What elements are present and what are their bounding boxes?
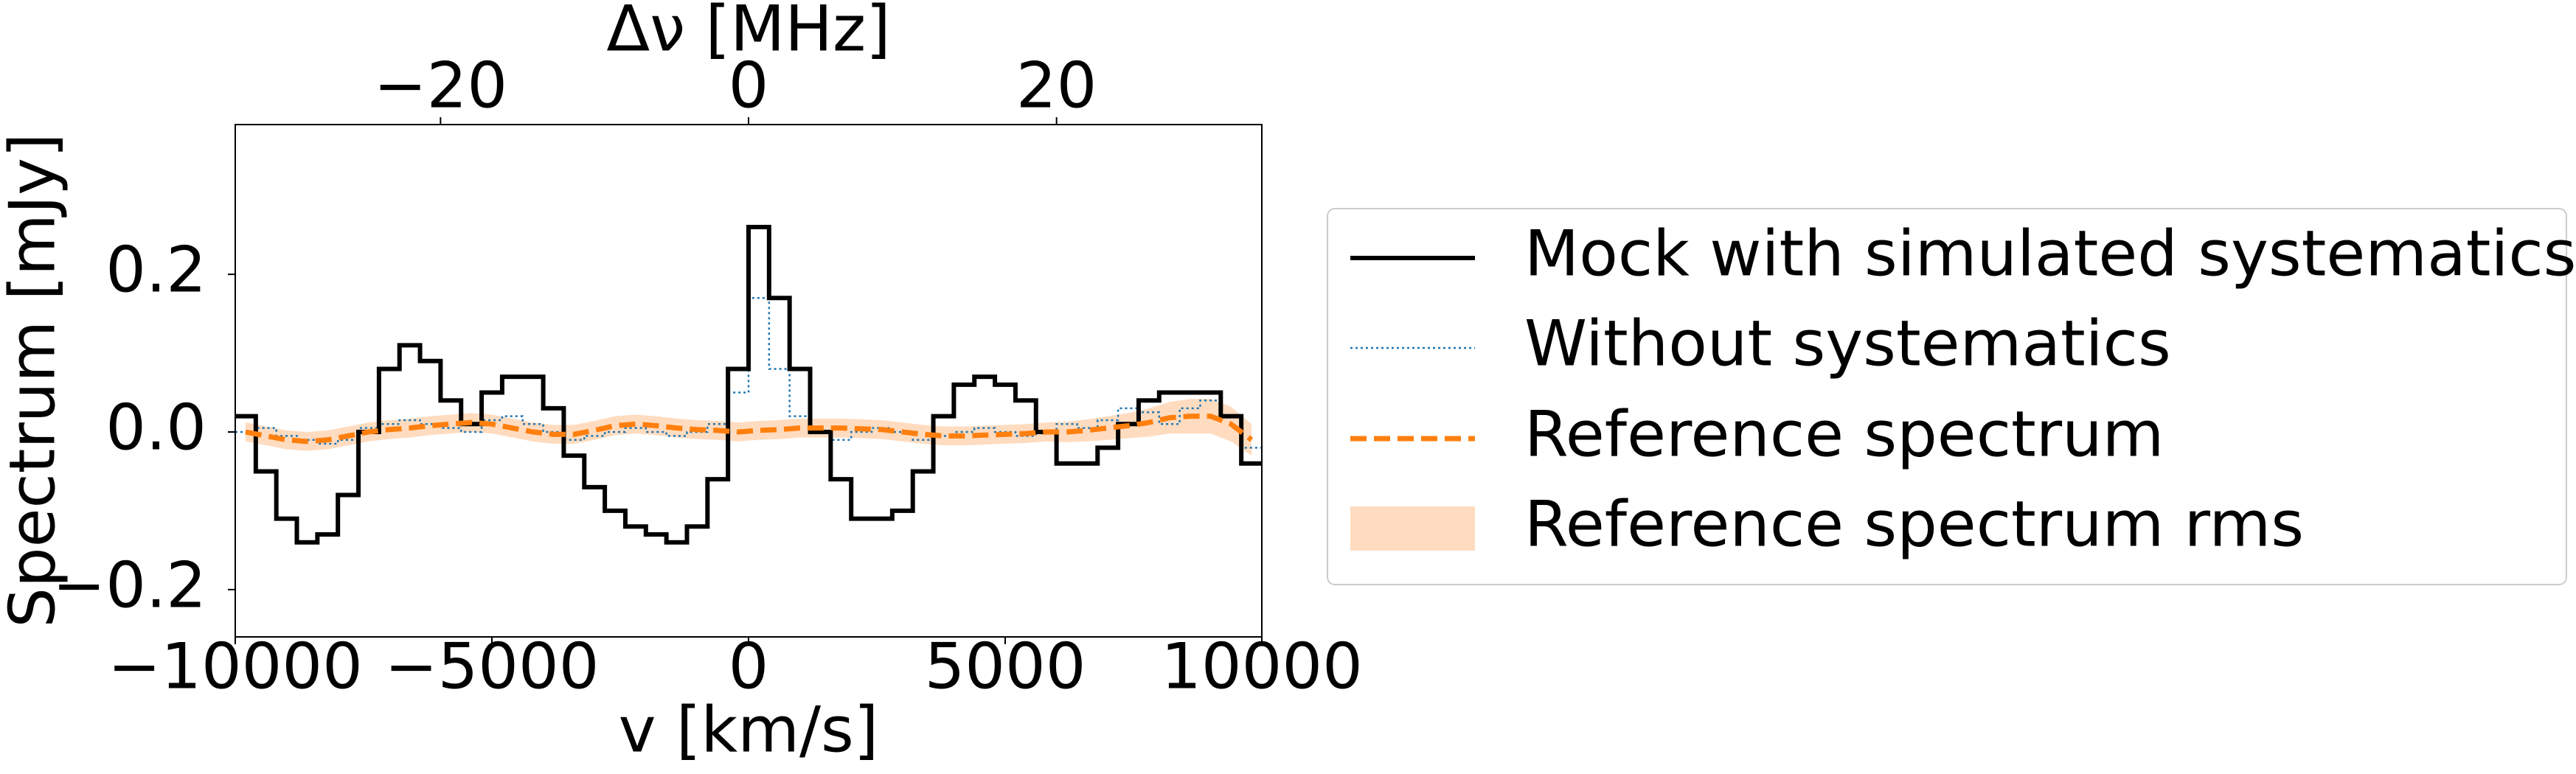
x-tick-label: 5000	[925, 630, 1086, 703]
x-tick-label: 10000	[1161, 630, 1363, 703]
top-tick-label: 20	[1016, 49, 1097, 122]
series-line	[235, 225, 1262, 545]
legend-frame	[1327, 208, 2567, 585]
x-tick-label: −5000	[385, 630, 600, 703]
legend-swatch	[1350, 506, 1475, 551]
series-line	[245, 414, 1254, 444]
legend-label: Without systematics	[1524, 307, 2171, 380]
rms-band	[245, 399, 1252, 456]
x-tick-label: −10000	[108, 630, 363, 703]
legend-label: Reference spectrum	[1524, 397, 2164, 471]
x-axis-label: v [km/s]	[619, 693, 879, 767]
legend-label: Mock with simulated systematics	[1524, 217, 2576, 290]
top-tick-label: −20	[374, 49, 508, 122]
legend-label: Reference spectrum rms	[1524, 487, 2304, 561]
top-axis-label: Δν [MHz]	[606, 0, 890, 66]
y-axis-label: Spectrum [mJy]	[0, 133, 69, 627]
top-tick-label: 0	[729, 49, 769, 122]
plot-area	[235, 225, 1262, 545]
x-tick-label: 0	[729, 630, 769, 703]
y-tick-label: 0.0	[105, 391, 206, 464]
y-tick-label: 0.2	[105, 234, 206, 307]
legend: Mock with simulated systematics Without s…	[1327, 208, 2576, 585]
y-tick-label: −0.2	[52, 548, 206, 622]
